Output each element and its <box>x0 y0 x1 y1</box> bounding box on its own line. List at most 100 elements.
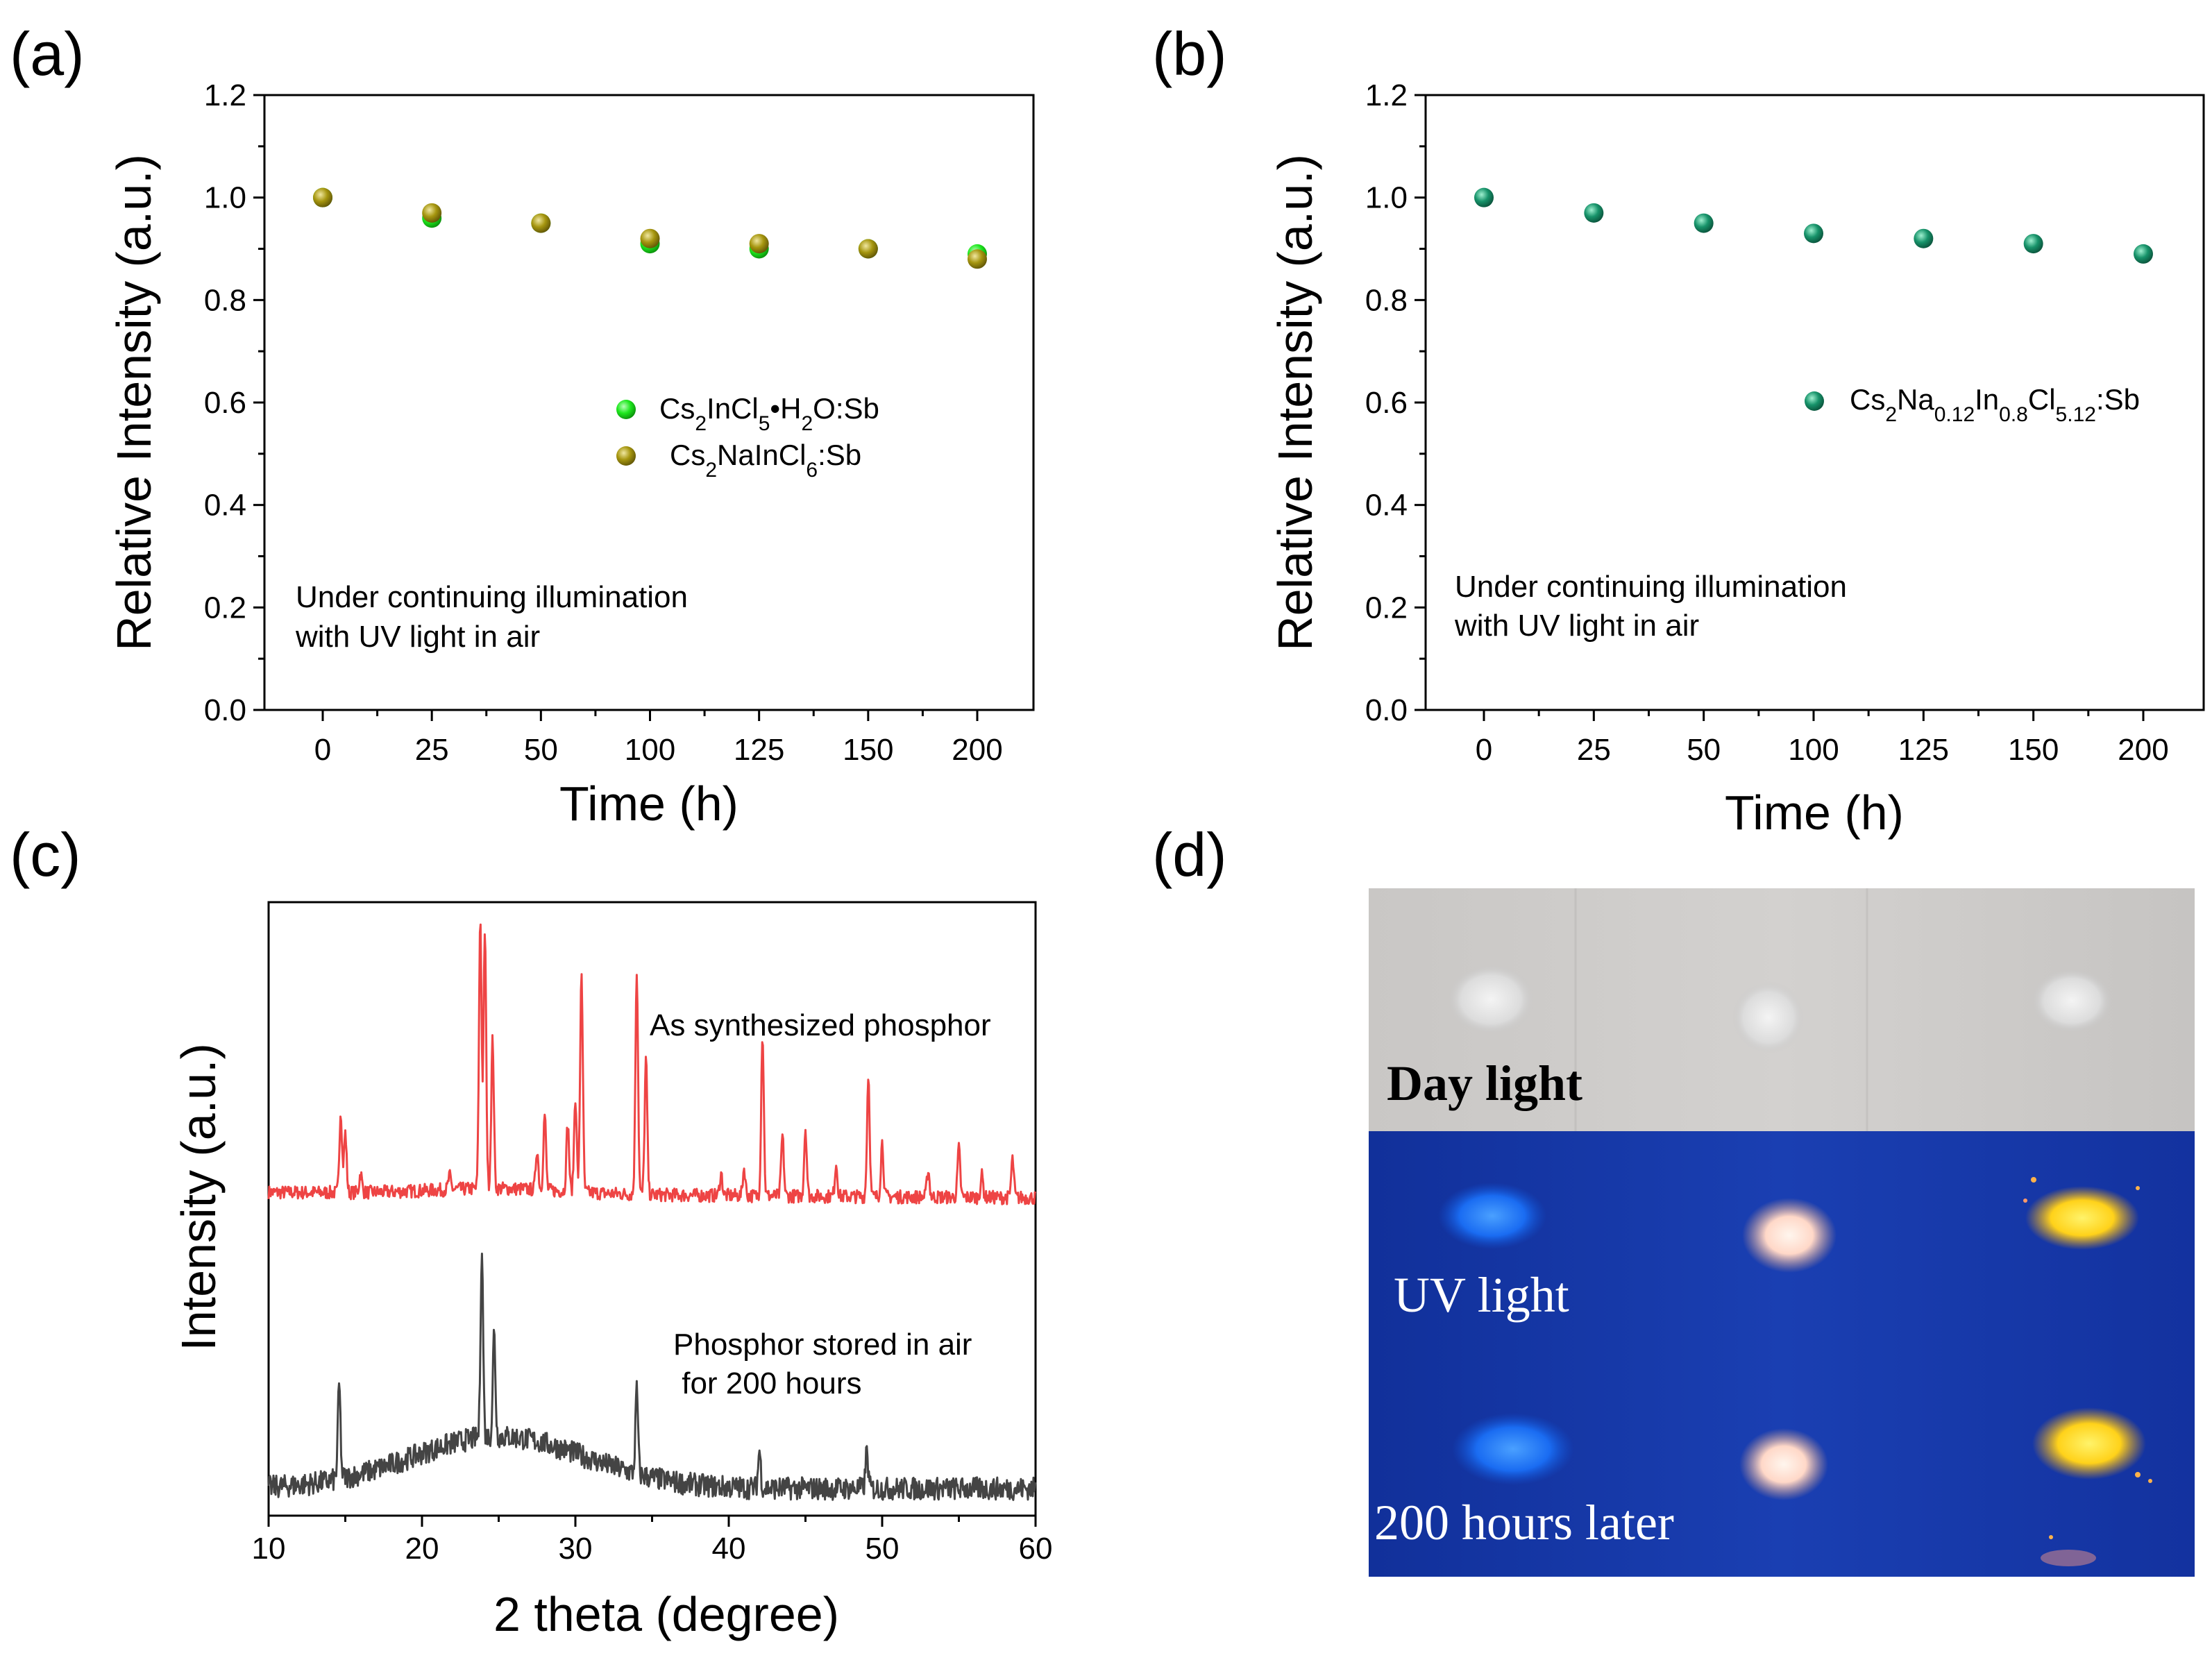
y-tick-label: 1.2 <box>204 78 246 112</box>
y-tick-label: 0.2 <box>1365 591 1408 625</box>
xrd-pattern-stored-200h <box>267 1253 1037 1501</box>
x-tick-label: 50 <box>866 1532 900 1566</box>
data-point-b-s1 <box>2023 234 2043 254</box>
data-point-a-s2 <box>858 239 878 259</box>
x-tick-label: 10 <box>252 1532 286 1566</box>
x-tick-label: 100 <box>625 733 675 767</box>
y-axis-label-c: Intensity (a.u.) <box>171 1043 226 1351</box>
sample-3-200h <box>2032 1407 2146 1480</box>
legend-marker-a-1 <box>616 400 636 419</box>
photo-row-daylight: Day light <box>1369 888 2195 1131</box>
y-tick-label: 0.4 <box>204 489 246 523</box>
photo-panel: Day light UV light 200 hours later <box>1369 888 2195 1577</box>
y-tick-label: 0.4 <box>1365 489 1408 523</box>
photo-caption-uv: UV light <box>1394 1267 1569 1323</box>
y-axis-b: 0.0 0.2 0.4 0.6 0.8 1.0 1.2 <box>1365 78 1426 727</box>
series-label-c-2-line2: for 200 hours <box>673 1366 862 1400</box>
y-axis-a: 0.0 0.2 0.4 0.6 0.8 1.0 1.2 <box>204 78 264 727</box>
y-tick-label: 0.6 <box>204 386 246 420</box>
chart-c: 10 20 30 40 50 60 As synthesized phosphor Pho… <box>171 901 1053 1641</box>
x-axis-label-a: Time (h) <box>559 777 738 831</box>
y-tick-label: 1.0 <box>204 181 246 215</box>
x-tick-label: 150 <box>2008 733 2059 767</box>
photo-row-uv: UV light <box>1369 1131 2195 1353</box>
x-tick-label: 0 <box>1476 733 1492 767</box>
y-tick-label: 0.6 <box>1365 386 1408 420</box>
x-axis-b: 0 25 50 100 125 150 200 <box>1476 710 2169 767</box>
panel-label-a: (a) <box>10 19 85 88</box>
y-tick-label: 0.0 <box>1365 693 1408 727</box>
data-point-a-s2 <box>640 228 660 248</box>
panel-label-c: (c) <box>10 820 81 889</box>
y-axis-label-b: Relative Intensity (a.u.) <box>1268 154 1322 651</box>
sample-2-uv <box>1742 1198 1837 1273</box>
series-label-c-1: As synthesized phosphor <box>650 1008 991 1042</box>
x-tick-label: 20 <box>405 1532 439 1566</box>
chart-b: 0.00.20.40.60.81.01.2 0 25 50 100 125 150 200 … <box>1268 78 2205 840</box>
x-axis-a: 0 25 50 100 125 150 200 <box>314 710 1003 767</box>
sample-3-uv <box>2025 1186 2139 1250</box>
legend-a: Cs2InCl5•H2O:Sb Cs2NaInCl6:Sb <box>616 392 879 482</box>
panel-label-d: (d) <box>1152 820 1227 889</box>
data-point-a-s2 <box>313 187 332 208</box>
data-point-a-s2 <box>749 234 769 254</box>
x-tick-label: 100 <box>1788 733 1839 767</box>
x-tick-label: 25 <box>1577 733 1611 767</box>
x-axis-label-c: 2 theta (degree) <box>493 1587 839 1641</box>
legend-marker-a-2 <box>616 446 636 466</box>
xrd-pattern-as-synthesized <box>267 923 1037 1205</box>
legend-b: Cs2Na0.12In0.8Cl5.12:Sb <box>1805 383 2140 426</box>
x-tick-label: 125 <box>1898 733 1949 767</box>
legend-label-a-1: Cs2InCl5•H2O:Sb <box>659 392 879 435</box>
plot-frame-a <box>263 94 1035 711</box>
x-tick-label: 200 <box>952 733 1002 767</box>
x-tick-label: 50 <box>524 733 558 767</box>
y-tick-label: 0.2 <box>204 591 246 625</box>
data-point-a-s2 <box>422 203 442 223</box>
data-point-a-s2 <box>531 213 551 233</box>
panel-label-b: (b) <box>1152 19 1227 88</box>
chart-a: 0.00.20.40.60.81.01.2 0 25 50 100 125 150 200 … <box>107 78 1035 831</box>
x-tick-label: 30 <box>559 1532 593 1566</box>
data-point-b-s1 <box>1694 213 1714 233</box>
data-point-b-s1 <box>2134 244 2153 264</box>
data-point-b-s1 <box>1474 187 1494 208</box>
series-label-c-2-line1: Phosphor stored in air <box>673 1328 972 1362</box>
photo-row-200h: 200 hours later <box>1369 1353 2195 1577</box>
x-tick-label: 0 <box>314 733 331 767</box>
legend-label-b-1: Cs2Na0.12In0.8Cl5.12:Sb <box>1850 383 2140 426</box>
x-tick-label: 150 <box>843 733 893 767</box>
legend-label-a-2: Cs2NaInCl6:Sb <box>670 439 861 482</box>
data-point-b-s1 <box>1914 228 1934 248</box>
x-axis-label-b: Time (h) <box>1725 786 1904 840</box>
data-point-a-s2 <box>968 249 987 269</box>
y-axis-label-a: Relative Intensity (a.u.) <box>107 154 161 651</box>
annotation-a-line2: with UV light in air <box>295 620 540 654</box>
sample-1-200h <box>1452 1413 1574 1485</box>
sample-3-daylight <box>2032 969 2112 1033</box>
y-tick-label: 1.2 <box>1365 78 1408 112</box>
plot-frame-c <box>267 901 1037 1517</box>
x-tick-label: 25 <box>415 733 449 767</box>
sample-2-200h <box>1739 1428 1828 1500</box>
legend-marker-b-1 <box>1805 391 1824 411</box>
data-point-b-s1 <box>1584 203 1604 223</box>
x-axis-c: 10 20 30 40 50 60 <box>252 1516 1053 1566</box>
x-tick-label: 200 <box>2118 733 2168 767</box>
sample-2-daylight <box>1732 981 1805 1053</box>
sample-1-daylight <box>1448 965 1534 1034</box>
y-tick-label: 0.0 <box>204 693 246 727</box>
x-tick-label: 60 <box>1019 1532 1053 1566</box>
photo-caption-200h: 200 hours later <box>1374 1495 1674 1550</box>
data-points-a <box>313 187 987 269</box>
x-tick-label: 125 <box>734 733 784 767</box>
y-tick-label: 0.8 <box>204 283 246 317</box>
photo-caption-daylight: Day light <box>1387 1056 1582 1111</box>
x-tick-label: 50 <box>1687 733 1721 767</box>
y-tick-label: 0.8 <box>1365 283 1408 317</box>
y-tick-label: 1.0 <box>1365 181 1408 215</box>
annotation-b-line1: Under continuing illumination <box>1455 570 1847 604</box>
annotation-a-line1: Under continuing illumination <box>296 580 688 614</box>
data-point-b-s1 <box>1804 223 1823 244</box>
annotation-b-line2: with UV light in air <box>1454 609 1699 643</box>
